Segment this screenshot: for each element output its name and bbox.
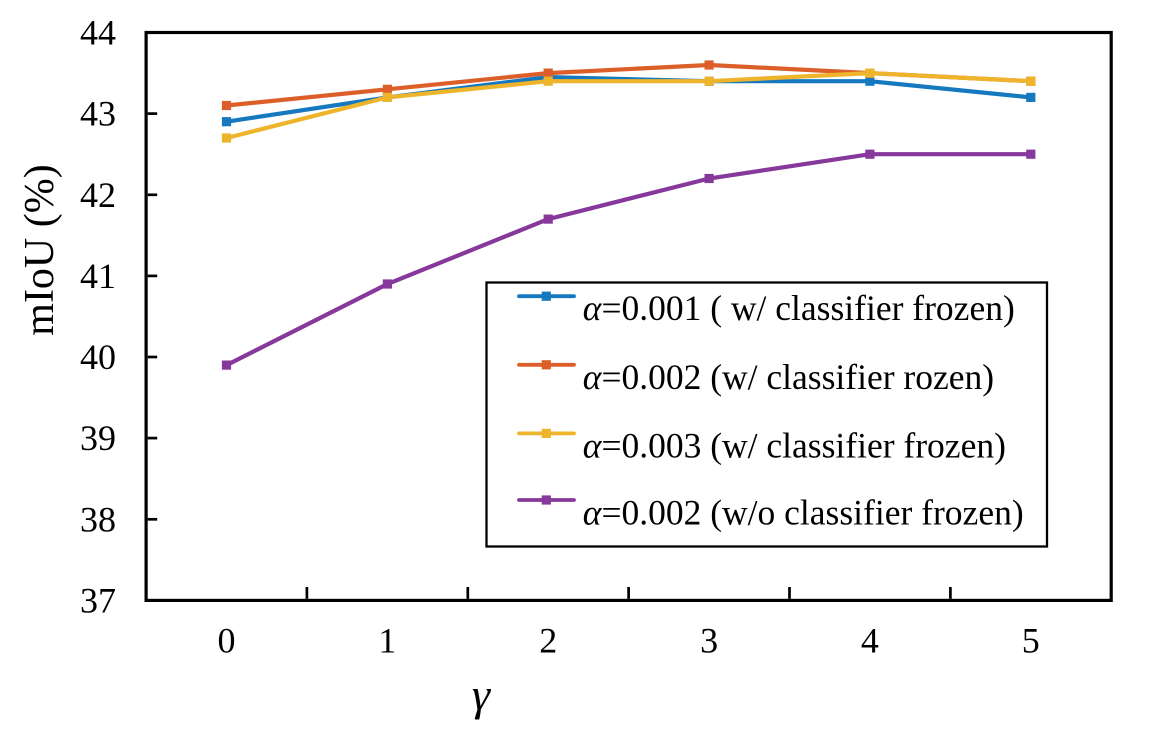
svg-text:γ: γ [472,669,492,720]
svg-text:43: 43 [80,94,116,134]
svg-text:3: 3 [700,621,718,661]
svg-text:α=0.002 (w/o classifier frozen: α=0.002 (w/o classifier frozen) [583,492,1024,532]
svg-text:40: 40 [80,337,116,377]
svg-text:42: 42 [80,175,116,215]
svg-text:0: 0 [218,621,236,661]
svg-text:4: 4 [861,621,879,661]
svg-text:37: 37 [80,580,116,620]
svg-text:44: 44 [80,13,116,53]
svg-text:38: 38 [80,499,116,539]
svg-text:2: 2 [539,621,557,661]
svg-text:5: 5 [1022,621,1040,661]
svg-text:α=0.003 (w/ classifier frozen): α=0.003 (w/ classifier frozen) [583,425,1006,465]
svg-text:41: 41 [80,256,116,296]
svg-text:1: 1 [378,621,396,661]
svg-text:α=0.001 ( w/ classifier frozen: α=0.001 ( w/ classifier frozen) [583,288,1015,328]
svg-text:mIoU (%): mIoU (%) [17,164,63,335]
svg-text:39: 39 [80,418,116,458]
svg-text:α=0.002 (w/ classifier rozen): α=0.002 (w/ classifier rozen) [583,357,994,397]
